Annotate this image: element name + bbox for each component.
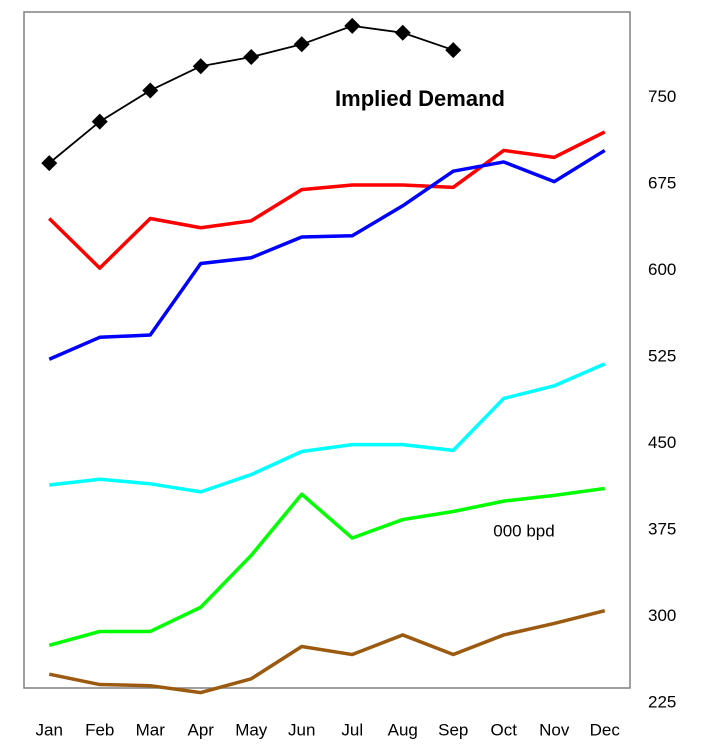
marker [293,36,310,53]
line [49,362,606,494]
marker [344,17,361,34]
x-tick-label: Aug [388,720,418,739]
marker [41,155,58,172]
x-tick-label: Apr [188,720,215,739]
x-tick-label: Jan [36,720,63,739]
series-label: Implied Demand [335,86,505,111]
marker [243,48,260,65]
x-tick-label: Feb [85,720,114,739]
y-tick-label: 375 [648,519,676,538]
x-tick-label: Mar [136,720,166,739]
marker [445,42,462,59]
x-tick-label: Jun [288,720,315,739]
marker [192,58,209,75]
y-tick-label: 750 [648,87,676,106]
marker [394,24,411,41]
line [48,130,606,270]
y-tick-label: 450 [648,433,676,452]
y-tick-label: 300 [648,606,676,625]
x-tick-label: Jul [341,720,363,739]
y-tick-label: 225 [648,692,676,711]
plot-frame [23,11,631,689]
y-tick-label: 675 [648,173,676,192]
marker [142,82,159,99]
annotation: 000 bpd [493,521,554,540]
y-tick-label: 600 [648,260,676,279]
x-tick-label: Sep [438,720,468,739]
x-tick-label: May [235,720,268,739]
x-tick-label: Dec [590,720,621,739]
x-tick-label: Nov [539,720,570,739]
x-tick-label: Oct [491,720,518,739]
marker [91,113,108,130]
y-tick-label: 525 [648,346,676,365]
line [48,486,605,648]
line [48,148,606,361]
line [48,609,606,695]
